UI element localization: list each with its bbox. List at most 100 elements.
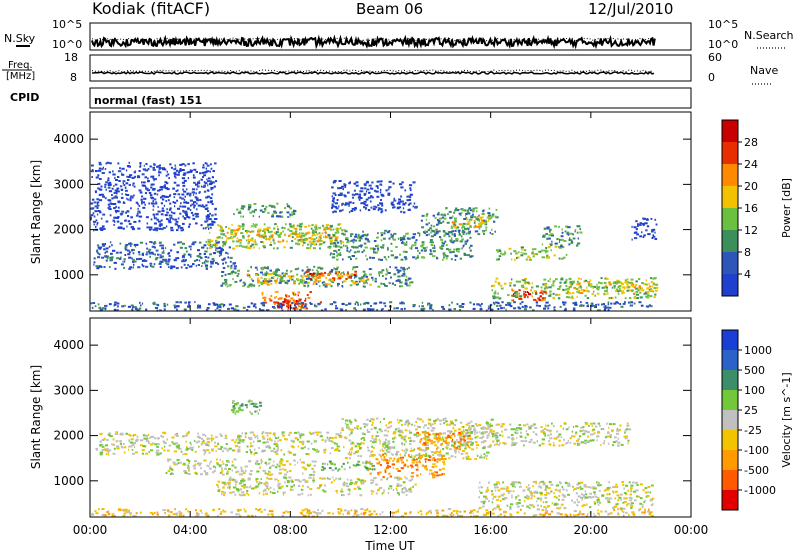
data-cell xyxy=(217,443,219,445)
data-cell xyxy=(638,278,641,280)
data-cell xyxy=(346,427,350,429)
data-cell xyxy=(93,263,95,266)
data-cell xyxy=(562,301,565,304)
data-cell xyxy=(332,197,335,200)
data-cell xyxy=(314,224,318,227)
data-cell xyxy=(326,436,329,439)
data-cell xyxy=(315,243,318,246)
data-cell xyxy=(370,428,373,431)
data-cell xyxy=(328,246,331,249)
data-cell xyxy=(284,227,286,230)
data-cell xyxy=(497,308,500,310)
data-cell xyxy=(532,251,534,254)
data-cell xyxy=(261,432,264,435)
data-cell xyxy=(300,303,304,305)
data-cell xyxy=(265,446,269,449)
data-cell xyxy=(535,299,538,302)
data-cell xyxy=(333,245,335,248)
data-cell xyxy=(332,211,334,214)
data-cell xyxy=(490,216,493,219)
nave-right-tick-bottom: 0 xyxy=(708,71,715,84)
data-cell xyxy=(342,482,346,485)
data-cell xyxy=(313,304,316,307)
data-cell xyxy=(144,203,146,206)
data-cell xyxy=(284,272,288,275)
data-cell xyxy=(349,483,353,486)
data-cell xyxy=(444,417,447,420)
data-cell xyxy=(98,247,102,250)
data-cell xyxy=(377,187,379,189)
data-cell xyxy=(388,422,390,425)
data-cell xyxy=(214,213,217,216)
data-cell xyxy=(578,286,581,289)
data-cell xyxy=(653,287,657,289)
data-cell xyxy=(461,211,463,214)
data-cell xyxy=(197,462,200,465)
data-cell xyxy=(205,167,208,170)
data-cell xyxy=(403,486,406,489)
data-cell xyxy=(574,301,578,304)
data-cell xyxy=(285,295,288,298)
data-cell xyxy=(137,210,141,213)
data-cell xyxy=(651,285,654,288)
data-cell xyxy=(463,218,467,220)
data-cell xyxy=(553,309,556,312)
data-cell xyxy=(603,281,607,284)
data-cell xyxy=(192,241,195,244)
data-cell xyxy=(606,435,610,438)
data-cell xyxy=(298,309,302,312)
data-cell xyxy=(540,426,543,429)
data-cell xyxy=(216,458,218,461)
data-cell xyxy=(404,283,408,285)
data-cell xyxy=(330,280,332,283)
data-cell xyxy=(197,181,199,184)
data-cell xyxy=(357,304,359,306)
data-cell xyxy=(272,433,275,436)
data-cell xyxy=(557,297,561,300)
data-cell xyxy=(97,256,101,259)
data-cell xyxy=(413,448,416,451)
data-cell xyxy=(341,202,344,205)
data-cell xyxy=(544,284,546,287)
data-cell xyxy=(284,438,288,441)
data-cell xyxy=(548,246,551,249)
data-cell xyxy=(399,434,401,437)
data-cell xyxy=(246,309,249,312)
data-cell xyxy=(322,284,326,287)
data-cell xyxy=(196,188,198,191)
data-cell xyxy=(202,439,205,442)
data-cell xyxy=(294,237,297,240)
data-cell xyxy=(240,470,244,473)
data-cell xyxy=(486,420,488,423)
data-cell xyxy=(412,205,414,208)
data-cell xyxy=(357,454,360,457)
data-cell xyxy=(297,300,299,303)
data-cell xyxy=(431,229,433,232)
data-cell xyxy=(521,305,524,308)
data-cell xyxy=(347,493,351,496)
data-cell xyxy=(445,452,449,455)
data-cell xyxy=(404,435,407,438)
data-cell xyxy=(522,252,524,255)
data-cell xyxy=(490,418,494,421)
data-cell xyxy=(357,487,362,490)
data-cell xyxy=(603,305,606,308)
data-cell xyxy=(93,201,96,204)
data-cell xyxy=(271,215,275,218)
data-cell xyxy=(306,266,309,269)
data-cell xyxy=(399,302,403,305)
data-cell xyxy=(251,243,254,246)
data-cell xyxy=(334,205,338,208)
data-cell xyxy=(207,465,210,468)
data-cell xyxy=(250,451,253,453)
data-cell xyxy=(371,196,374,199)
data-cell xyxy=(380,430,383,433)
data-cell xyxy=(458,212,461,215)
data-cell xyxy=(321,477,325,480)
data-cell xyxy=(584,439,587,442)
data-cell xyxy=(361,276,365,279)
data-cell xyxy=(433,244,436,247)
data-cell xyxy=(107,453,110,456)
data-cell xyxy=(238,473,242,476)
